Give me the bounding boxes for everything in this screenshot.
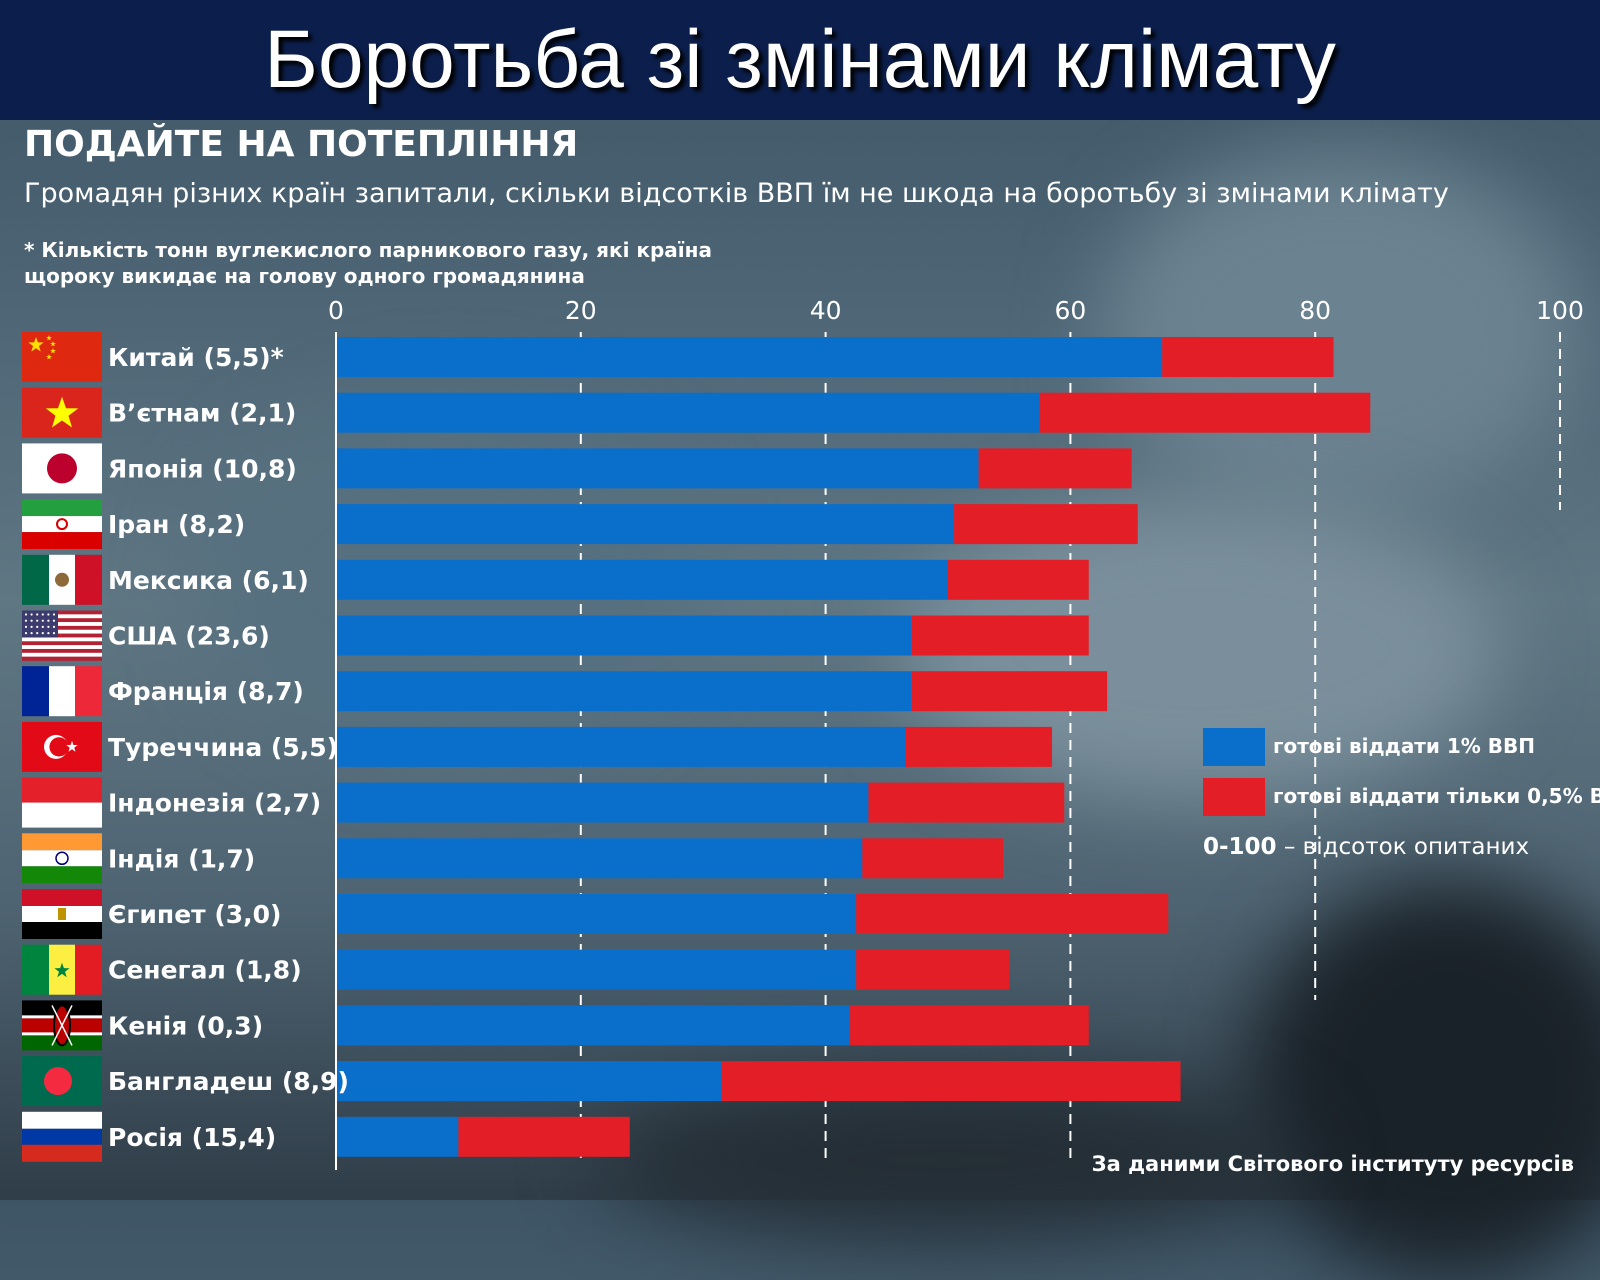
- category-label: Росія (15,4): [108, 1123, 276, 1152]
- bar-segment-1pct: [336, 671, 912, 712]
- x-tick-label: 100: [1536, 296, 1584, 325]
- bar-segment-half-pct: [862, 838, 1004, 879]
- chart-title: ПОДАЙТЕ НА ПОТЕПЛІННЯ: [24, 124, 579, 165]
- slide-title: Боротьба зі змінами клімату: [264, 14, 1336, 105]
- russia-flag-icon: [22, 1111, 102, 1162]
- x-tick-label: 80: [1299, 296, 1331, 325]
- bar-segment-half-pct: [911, 615, 1089, 656]
- category-label: Індія (1,7): [108, 844, 255, 873]
- category-label: Китай (5,5)*: [108, 343, 284, 372]
- legend-note: 0-100 – відсоток опитаних: [1203, 834, 1529, 860]
- senegal-flag-icon: [22, 944, 102, 995]
- usa-flag-icon: [22, 610, 102, 661]
- bar-segment-1pct: [336, 949, 857, 990]
- bar-segment-1pct: [336, 1005, 851, 1046]
- bar-segment-half-pct: [1039, 392, 1371, 433]
- bar-segment-1pct: [336, 559, 948, 600]
- bar-segment-half-pct: [954, 504, 1138, 545]
- iran-flag-icon: [22, 499, 102, 550]
- bar-segment-1pct: [336, 448, 979, 489]
- flags: [22, 332, 102, 1162]
- bar-segment-1pct: [336, 894, 857, 934]
- chart-subtitle: Громадян різних країн запитали, скільки …: [24, 178, 1449, 209]
- france-flag-icon: [22, 666, 102, 717]
- chart-source: За даними Світового інституту ресурсів: [1091, 1152, 1574, 1176]
- legend-label: готові віддати тільки 0,5% ВВП: [1273, 784, 1600, 808]
- bar-segment-1pct: [336, 726, 906, 767]
- bar-segment-1pct: [336, 392, 1040, 433]
- bar-segment-1pct: [336, 615, 912, 656]
- category-label: Іран (8,2): [108, 510, 245, 539]
- india-flag-icon: [22, 833, 102, 884]
- bar-segment-1pct: [336, 782, 869, 823]
- bar-segment-1pct: [336, 504, 955, 545]
- bar-segment-1pct: [336, 838, 863, 879]
- category-labels: Китай (5,5)* В’єтнам (2,1) Японія (10,8) Ір…: [108, 343, 349, 1152]
- x-tick-label: 40: [810, 296, 842, 325]
- legend-label: готові віддати 1% ВВП: [1273, 734, 1536, 758]
- bar-segment-half-pct: [458, 1116, 630, 1157]
- kenya-flag-icon: [22, 1000, 102, 1051]
- bangladesh-flag-icon: [22, 1056, 102, 1107]
- footnote-line: щороку викидає на голову одного громадян…: [24, 264, 585, 288]
- japan-flag-icon: [22, 443, 102, 494]
- category-label: Японія (10,8): [108, 454, 297, 483]
- footnote-line: * Кількість тонн вуглекислого парниковог…: [24, 238, 712, 262]
- category-label: Кенія (0,3): [108, 1011, 263, 1040]
- bar-segment-half-pct: [868, 782, 1065, 823]
- bar-segment-half-pct: [911, 671, 1108, 712]
- bar-segment-1pct: [336, 1116, 459, 1157]
- vietnam-flag-icon: [22, 387, 102, 438]
- x-axis-ticks: 0 20 40 60 80 100: [328, 296, 1584, 325]
- category-label: В’єтнам (2,1): [108, 399, 296, 428]
- bar-segment-half-pct: [856, 949, 1010, 990]
- legend-swatch-blue: [1203, 728, 1265, 766]
- category-label: Сенегал (1,8): [108, 956, 302, 985]
- category-label: Туреччина (5,5): [108, 733, 338, 762]
- category-label: Індонезія (2,7): [108, 789, 321, 818]
- bar-segment-half-pct: [721, 1061, 1181, 1102]
- slide-header: Боротьба зі змінами клімату: [0, 0, 1600, 120]
- x-tick-label: 20: [565, 296, 597, 325]
- x-tick-label: 60: [1054, 296, 1086, 325]
- category-label: Франція (8,7): [108, 677, 304, 706]
- turkey-flag-icon: [22, 721, 102, 772]
- bar-chart: 0 20 40 60 80 100 Китай (5,5)* В’єтнам (2,1) Яп…: [22, 296, 1584, 1162]
- legend-note-range: 0-100: [1203, 834, 1277, 860]
- bar-segment-half-pct: [905, 726, 1053, 767]
- category-label: Бангладеш (8,9): [108, 1067, 349, 1096]
- mexico-flag-icon: [22, 554, 102, 605]
- china-flag-icon: [22, 332, 102, 382]
- bar-segment-1pct: [336, 1061, 722, 1102]
- category-label: США (23,6): [108, 622, 270, 651]
- bar-segment-half-pct: [850, 1005, 1089, 1046]
- egypt-flag-icon: [22, 889, 102, 939]
- bars: [336, 337, 1371, 1157]
- bar-segment-half-pct: [1162, 337, 1334, 377]
- legend-note-text: – відсоток опитаних: [1276, 834, 1530, 860]
- legend-swatch-red: [1203, 778, 1265, 816]
- chart-footnote: * Кількість тонн вуглекислого парниковог…: [24, 237, 712, 289]
- category-label: Мексика (6,1): [108, 566, 309, 595]
- x-tick-label: 0: [328, 296, 344, 325]
- category-label: Єгипет (3,0): [108, 900, 282, 929]
- bar-segment-half-pct: [856, 894, 1169, 934]
- indonesia-flag-icon: [22, 777, 102, 828]
- bar-segment-half-pct: [948, 559, 1089, 600]
- bar-segment-half-pct: [978, 448, 1132, 489]
- bar-segment-1pct: [336, 337, 1163, 377]
